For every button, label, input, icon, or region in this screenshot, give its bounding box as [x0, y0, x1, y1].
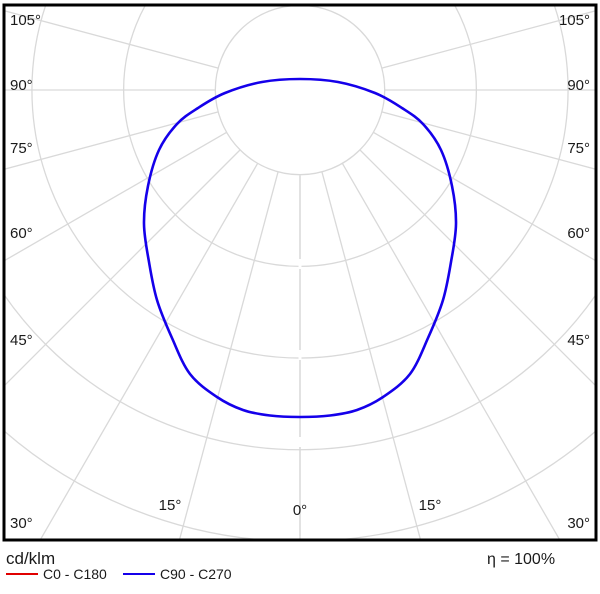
- svg-text:75°: 75°: [567, 140, 590, 157]
- svg-text:75°: 75°: [10, 140, 33, 157]
- svg-text:90°: 90°: [10, 77, 33, 94]
- svg-text:105°: 105°: [10, 12, 41, 29]
- svg-text:15°: 15°: [159, 497, 182, 514]
- svg-text:30°: 30°: [10, 515, 33, 532]
- svg-text:30°: 30°: [567, 515, 590, 532]
- svg-text:105°: 105°: [559, 12, 590, 29]
- svg-text:60°: 60°: [10, 225, 33, 242]
- svg-text:η = 100%: η = 100%: [487, 551, 555, 568]
- svg-text:15°: 15°: [419, 497, 442, 514]
- svg-text:C0 - C180: C0 - C180: [43, 566, 107, 582]
- svg-text:45°: 45°: [567, 332, 590, 349]
- svg-text:C90 - C270: C90 - C270: [160, 566, 232, 582]
- svg-text:45°: 45°: [10, 332, 33, 349]
- svg-text:90°: 90°: [567, 77, 590, 94]
- svg-text:0°: 0°: [293, 502, 307, 519]
- svg-text:60°: 60°: [567, 225, 590, 242]
